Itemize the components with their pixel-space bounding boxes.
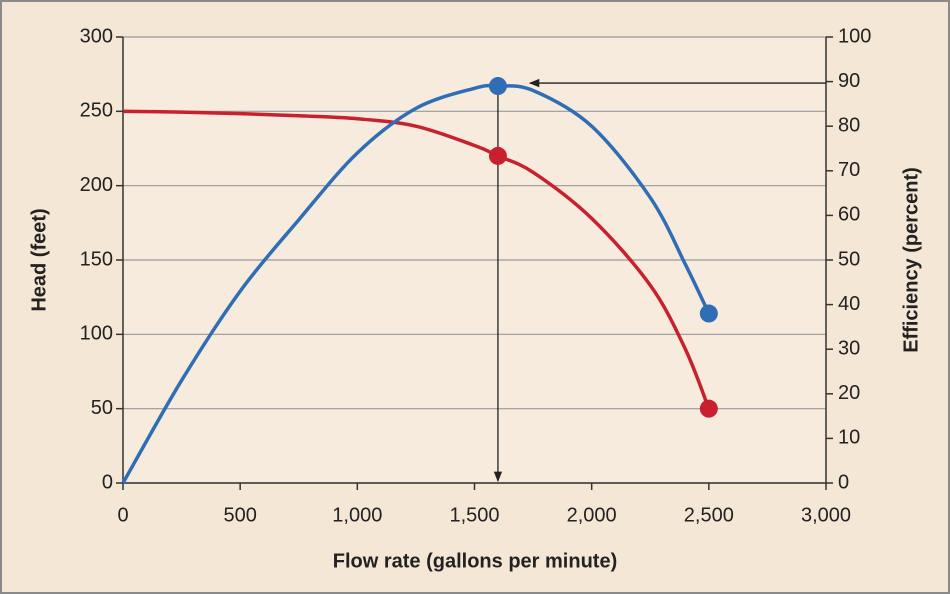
y-tick-label: 150: [80, 248, 113, 270]
x-tick-label: 3,000: [801, 504, 851, 526]
y-tick-label: 300: [80, 25, 113, 47]
y2-tick-label: 90: [838, 70, 860, 92]
x-axis-title: Flow rate (gallons per minute): [333, 550, 617, 572]
x-tick-label: 500: [223, 504, 256, 526]
marker: [699, 304, 718, 323]
y2-tick-label: 10: [838, 427, 860, 449]
x-tick-label: 2,000: [567, 504, 617, 526]
y2-tick-label: 100: [838, 25, 871, 47]
y2-tick-label: 30: [838, 337, 860, 359]
y2-tick-label: 70: [838, 159, 860, 181]
y2-tick-label: 40: [838, 293, 860, 315]
marker: [699, 399, 718, 418]
x-tick-label: 0: [117, 504, 128, 526]
line: [121, 83, 711, 484]
y-tick-label: 50: [91, 397, 113, 419]
y-tick-label: 100: [80, 323, 113, 345]
x-tick-label: 1,000: [332, 504, 382, 526]
y-axis-title: Head (feet): [28, 208, 50, 311]
y-tick-label: 0: [102, 471, 113, 493]
x-tick-label: 1,500: [449, 504, 499, 526]
y2-tick-label: 0: [838, 471, 849, 493]
y-tick-label: 200: [80, 174, 113, 196]
x-tick-label: 2,500: [684, 504, 734, 526]
y2-tick-label: 80: [838, 114, 860, 136]
marker: [488, 77, 507, 96]
y2-tick-label: 20: [838, 382, 860, 404]
y2-axis-title: Efficiency (percent): [900, 167, 922, 353]
y-tick-label: 250: [80, 100, 113, 122]
marker: [488, 146, 507, 165]
y2-tick-label: 50: [838, 248, 860, 270]
y2-tick-label: 60: [838, 204, 860, 226]
line: [122, 109, 711, 410]
